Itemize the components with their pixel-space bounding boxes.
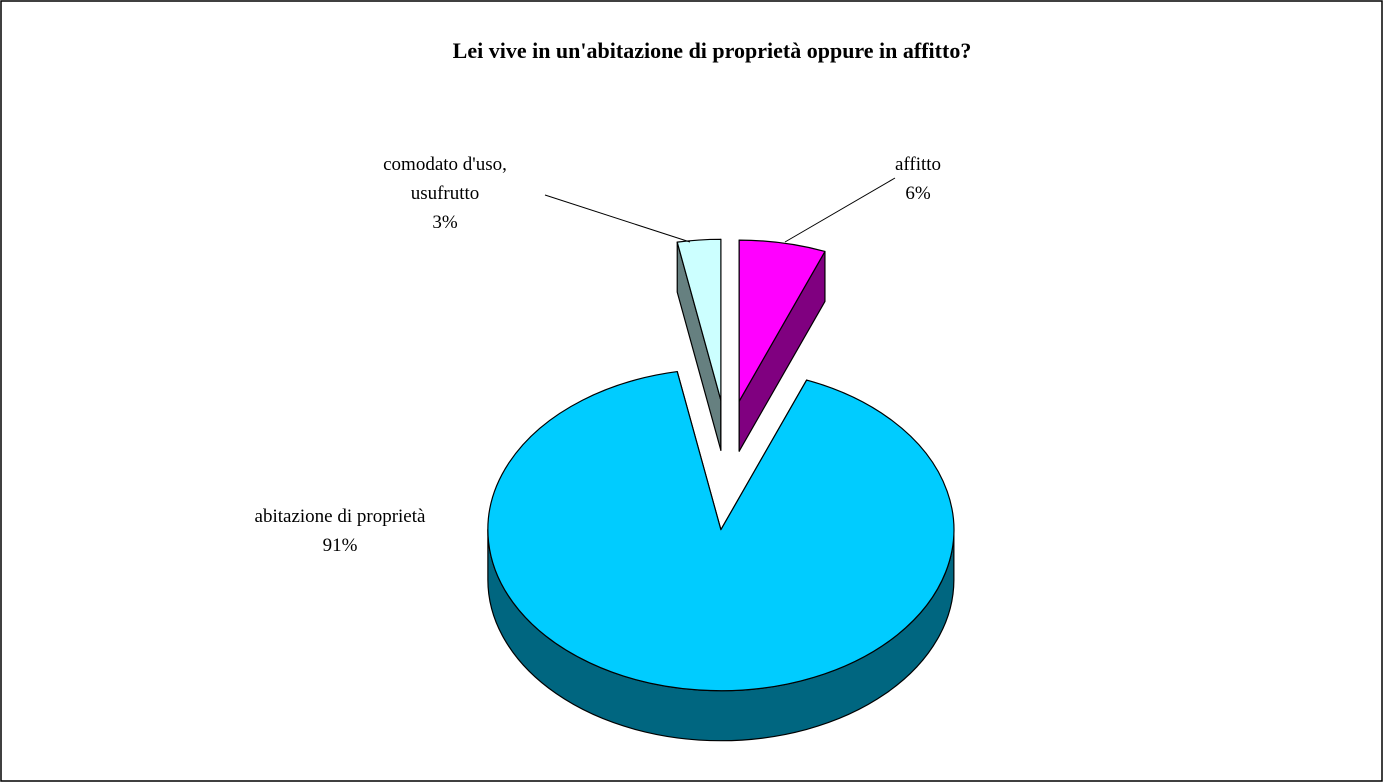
data-label: affitto (895, 154, 941, 175)
chart-title: Lei vive in un'abitazione di proprietà o… (453, 38, 972, 63)
value-label: 3% (432, 212, 458, 233)
value-label: 6% (905, 183, 931, 204)
label-line: usufrutto (411, 183, 480, 204)
value-label: 91% (323, 535, 358, 556)
slice (738, 239, 826, 402)
leader-line (544, 194, 691, 243)
data-label: comodato d'uso, usufrutto (383, 154, 507, 204)
slice (676, 238, 722, 401)
leader-line (784, 177, 896, 243)
slice (487, 370, 955, 692)
label-line: comodato d'uso, (383, 154, 507, 175)
data-label: abitazione di proprietà (255, 506, 426, 527)
